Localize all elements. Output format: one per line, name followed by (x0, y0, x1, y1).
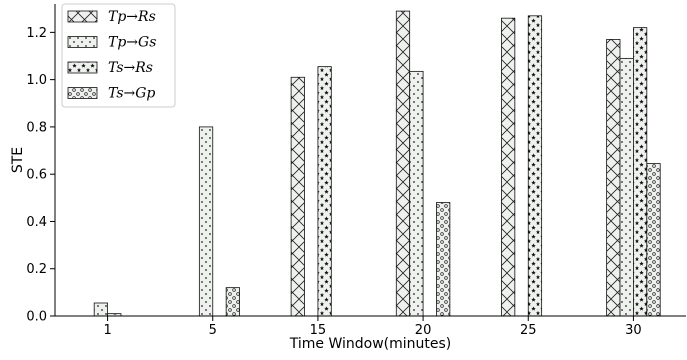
bar-crosshatch-25 (501, 17, 516, 317)
y-tick-label: 0.0 (26, 310, 47, 325)
bar-crosshatch-20 (395, 10, 411, 317)
y-tick-label: 1.2 (26, 26, 47, 41)
bar-series (93, 10, 661, 317)
legend-label: Tp→Rs (108, 9, 156, 25)
x-tick-label: 20 (415, 323, 432, 338)
y-tick-label: 0.2 (26, 262, 47, 277)
legend-frame (61, 3, 176, 108)
bar-stars-30 (633, 27, 648, 317)
bar-dots-20 (409, 70, 424, 317)
legend-swatch-circles (67, 87, 98, 99)
x-tick-label: 25 (520, 323, 537, 338)
x-axis-ticks: 1 5 15 20 25 30 (103, 316, 642, 338)
bar-stars-25 (527, 15, 543, 317)
legend-swatch-crosshatch (67, 10, 98, 23)
y-tick-label: 0.4 (26, 215, 47, 230)
x-tick-label: 1 (103, 323, 111, 338)
y-tick-label: 1.0 (26, 73, 47, 88)
bar-dots-5 (198, 126, 214, 317)
x-tick-label: 5 (209, 323, 217, 338)
bar-circles-20 (436, 202, 451, 317)
legend-label: Ts→Rs (108, 60, 153, 76)
x-axis-label: Time Window(minutes) (289, 336, 452, 352)
x-tick-label: 15 (310, 323, 327, 338)
legend-swatch-stars (67, 61, 98, 74)
legend-label: Tp→Gs (108, 35, 156, 51)
y-axis-ticks: 0.0 0.2 0.4 0.6 0.8 1.0 1.2 (26, 26, 55, 325)
bar-circles-30 (646, 163, 661, 317)
bar-crosshatch-30 (606, 39, 621, 317)
legend-swatch-dots (67, 36, 98, 48)
bar-crosshatch-15 (290, 76, 305, 317)
bar-stars-15 (317, 66, 332, 317)
legend-label: Ts→Gp (108, 86, 155, 102)
bar-dots-30 (619, 57, 634, 317)
x-tick-label: 30 (625, 323, 642, 338)
y-tick-label: 0.6 (26, 168, 47, 183)
bar-circles-5 (225, 287, 240, 317)
y-axis-label: STE (10, 147, 26, 173)
bar-dots-1 (93, 302, 108, 317)
y-tick-label: 0.8 (26, 120, 47, 135)
legend: Tp→Rs Tp→Gs Ts→Rs Ts→Gp (61, 3, 176, 108)
